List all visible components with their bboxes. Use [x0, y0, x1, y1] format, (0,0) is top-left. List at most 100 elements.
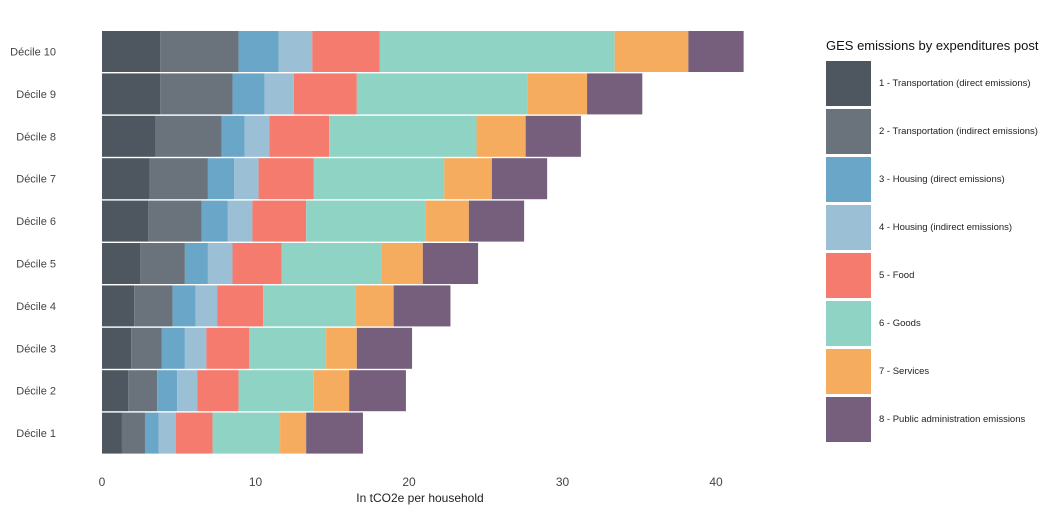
bar-segment [293, 73, 357, 115]
x-axis-ticks: 0 10 20 30 40 [99, 475, 723, 489]
legend-label: 7 - Services [879, 366, 930, 377]
category-label: Décile 3 [16, 343, 56, 355]
bar-segment [491, 158, 548, 200]
bar-segment [201, 200, 228, 242]
legend-label: 1 - Transportation (direct emissions) [879, 78, 1031, 89]
bar-segment [238, 370, 314, 412]
bar-segment [158, 412, 176, 454]
bar-segment [160, 73, 233, 115]
bar-segment [356, 73, 528, 115]
legend-item: 3 - Housing (direct emissions) [826, 157, 1063, 202]
bar-segment [217, 285, 264, 327]
category-label: Décile 2 [16, 386, 56, 398]
bar-segment [161, 327, 185, 369]
bar-segment [207, 158, 235, 200]
category-label: Décile 7 [16, 174, 56, 186]
bar-segment [197, 370, 239, 412]
legend-item: 4 - Housing (indirect emissions) [826, 205, 1063, 250]
bar-segment [329, 115, 477, 157]
legend-swatch [826, 205, 871, 250]
category-label: Décile 6 [16, 216, 56, 228]
bar-segment [476, 115, 526, 157]
bar-segment [102, 243, 141, 284]
legend-item: 7 - Services [826, 349, 1063, 394]
bar-segment [249, 327, 327, 369]
bar-segment [175, 412, 213, 454]
x-tick-label: 0 [99, 475, 106, 489]
bar-segment [393, 285, 451, 327]
bar-segment [177, 370, 198, 412]
x-tick-label: 30 [556, 475, 570, 489]
bar-segment [149, 158, 208, 200]
legend: GES emissions by expenditures post 1 - T… [826, 38, 1063, 445]
category-label: Décile 5 [16, 259, 56, 271]
bar-segment [264, 73, 294, 115]
bar-segment [269, 115, 330, 157]
bar-segment [381, 243, 423, 284]
bar-segment [206, 327, 250, 369]
bar-segment [157, 370, 178, 412]
x-axis-title: In tCO2e per household [356, 491, 483, 505]
legend-label: 8 - Public administration emissions [879, 414, 1026, 425]
x-tick-label: 10 [249, 475, 263, 489]
bar-segment [688, 31, 744, 72]
bar-segment [131, 327, 162, 369]
legend-items: 1 - Transportation (direct emissions) 2 -… [826, 61, 1063, 442]
legend-swatch [826, 397, 871, 442]
bar-segment [281, 243, 382, 284]
bar-segment [252, 200, 307, 242]
bar-segment [263, 285, 356, 327]
legend-label: 2 - Transportation (indirect emissions) [879, 126, 1038, 137]
bar-segment [102, 158, 150, 200]
legend-item: 1 - Transportation (direct emissions) [826, 61, 1063, 106]
bar-segment [184, 243, 208, 284]
bar-segment [238, 31, 279, 72]
legend-label: 6 - Goods [879, 318, 921, 329]
bar-segment [102, 327, 132, 369]
bar-segment [148, 200, 202, 242]
bar-segment [102, 370, 129, 412]
bar-segment [232, 243, 282, 284]
bar-segment [306, 412, 363, 454]
legend-item: 6 - Goods [826, 301, 1063, 346]
bar-segment [422, 243, 479, 284]
bar-segment [102, 31, 161, 72]
bar-segment [313, 370, 350, 412]
bar-segment [102, 115, 156, 157]
bar-segment [207, 243, 233, 284]
bar-segment [102, 200, 149, 242]
bar-segment [172, 285, 196, 327]
bar-segment [349, 370, 406, 412]
bar-segment [278, 31, 313, 72]
bar-segment [244, 115, 270, 157]
category-label: Décile 8 [16, 131, 56, 143]
category-label: Décile 10 [10, 47, 56, 59]
bar-segment [221, 115, 245, 157]
legend-title: GES emissions by expenditures post [826, 38, 1039, 53]
legend-item: 2 - Transportation (indirect emissions) [826, 109, 1063, 154]
bar-segment [525, 115, 581, 157]
bar-segment [468, 200, 525, 242]
bar-segment [140, 243, 185, 284]
category-label: Décile 4 [16, 301, 56, 313]
bar-segment [326, 327, 357, 369]
bar-segment [356, 327, 413, 369]
x-tick-label: 40 [709, 475, 723, 489]
legend-swatch [826, 109, 871, 154]
legend-swatch [826, 301, 871, 346]
bar-segment [234, 158, 259, 200]
stacked-bar-chart: Décile 1 Décile 2 Décile 3 Décile 4 Décile 5… [10, 31, 744, 505]
legend-label: 3 - Housing (direct emissions) [879, 174, 1005, 185]
bar-segment [258, 158, 314, 200]
bar-segment [379, 31, 615, 72]
bar-segment [227, 200, 253, 242]
bar-segment [355, 285, 394, 327]
bar-segment [444, 158, 492, 200]
legend-swatch [826, 253, 871, 298]
legend-swatch [826, 349, 871, 394]
bar-segment [425, 200, 469, 242]
category-label: Décile 9 [16, 89, 56, 101]
bar-segment [102, 73, 161, 115]
bar-segment [160, 31, 239, 72]
bar-segment [280, 412, 307, 454]
